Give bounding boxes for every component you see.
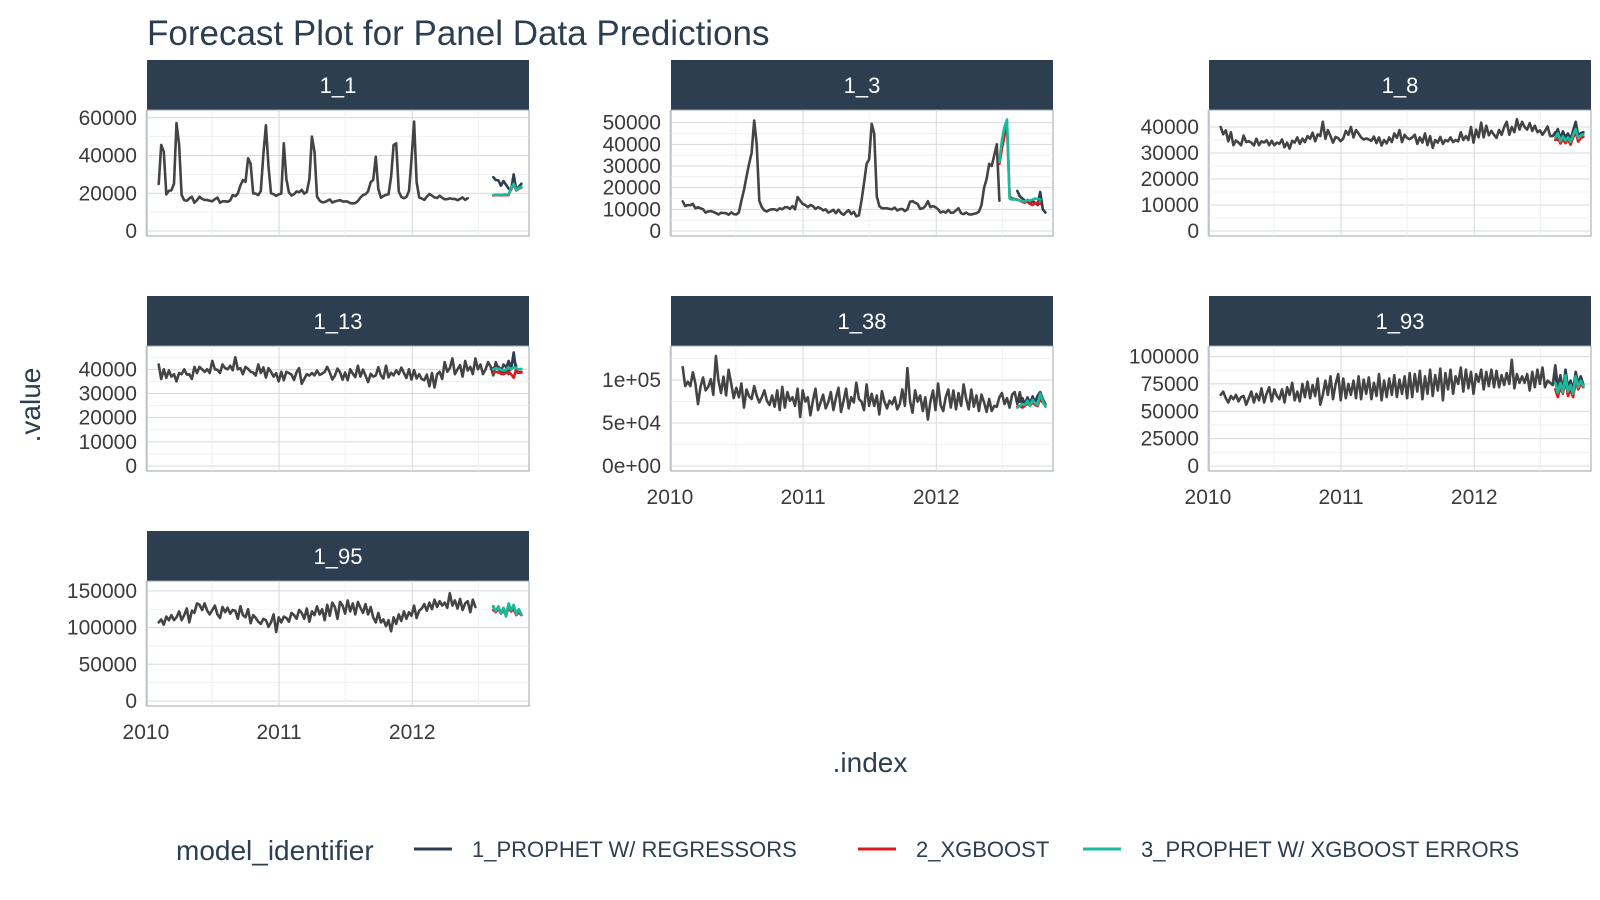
y-tick-label: 1e+05 [602,369,661,392]
plot-area [670,345,1054,472]
x-tick-label: 2012 [389,721,436,744]
x-tick-label: 2011 [780,486,825,509]
plot-area [670,109,1054,237]
y-tick-label: 0 [649,220,661,243]
legend-label-1-prophet-w-regressors: 1_PROPHET W/ REGRESSORS [472,837,797,862]
facet-strip-label: 1_3 [844,73,881,98]
facet-strip-label: 1_1 [320,73,357,98]
y-tick-label: 0e+00 [602,455,661,478]
legend-title: model_identifier [176,835,374,866]
forecast-line-3-prophet-w-xgboost-errors [998,118,1042,203]
y-tick-label: 20000 [603,177,661,200]
facet-panel-1-95: 1_95 0 50000 100000 150000 2010 2011 2012 [67,531,530,744]
y-tick-label: 100000 [1129,346,1199,369]
actual-series-line [1219,358,1565,406]
forecast-line-1-prophet-w-regressors [1016,189,1047,214]
y-tick-label: 100000 [67,617,137,640]
y-tick-label: 0 [1187,220,1199,243]
y-tick-label: 5e+04 [602,412,661,435]
plot-area [146,345,530,472]
facet-strip-label: 1_95 [314,544,363,569]
facet-panel-1-93: 1_93 0 25000 50000 75000 100000 2010 2011 2012 [1129,296,1592,509]
forecast-line-3-prophet-w-xgboost-errors [1016,392,1047,409]
x-tick-label: 2010 [1185,486,1232,509]
actual-series-line [681,119,1001,218]
facet-panel-1-1: 1_1 0 20000 40000 60000 [79,60,530,243]
y-tick-label: 30000 [603,155,661,178]
legend-label-2-xgboost: 2_XGBOOST [916,837,1049,862]
actual-series-line [1219,117,1560,150]
legend: model_identifier 1_PROPHET W/ REGRESSORS… [176,835,1519,866]
y-tick-label: 150000 [67,580,137,603]
actual-series-line [681,354,1024,421]
facet-strip [1209,296,1591,346]
y-tick-label: 30000 [79,383,137,406]
forecast-line-3-prophet-w-xgboost-errors [492,602,523,618]
x-tick-label: 2012 [1451,486,1498,509]
x-tick-label: 2011 [1318,486,1363,509]
y-tick-label: 40000 [1141,116,1199,139]
forecast-line-3-prophet-w-xgboost-errors [1554,373,1585,396]
y-tick-label: 50000 [603,112,661,135]
x-tick-label: 2012 [913,486,960,509]
facet-strip [147,60,529,110]
y-tick-label: 40000 [603,133,661,156]
y-tick-label: 0 [125,690,137,713]
y-tick-label: 25000 [1141,428,1199,451]
forecast-line-3-prophet-w-xgboost-errors [1554,127,1585,144]
y-tick-label: 0 [1187,455,1199,478]
y-tick-label: 20000 [79,182,137,205]
facet-strip [147,531,529,581]
actual-series-line [157,356,518,389]
y-axis-title: .value [15,368,46,443]
forecast-line-3-prophet-w-xgboost-errors [492,182,523,197]
y-tick-label: 10000 [79,431,137,454]
facet-strip-label: 1_93 [1376,309,1425,334]
y-tick-label: 50000 [1141,400,1199,423]
y-tick-label: 40000 [79,145,137,168]
x-axis-title: .index [833,747,908,778]
y-tick-label: 20000 [1141,168,1199,191]
facet-strip [671,60,1053,110]
plot-area [1208,345,1592,472]
facet-strip-label: 1_13 [314,309,363,334]
y-tick-label: 0 [125,220,137,243]
x-tick-label: 2010 [123,721,170,744]
plot-area [146,109,530,237]
y-tick-label: 50000 [79,653,137,676]
y-tick-label: 60000 [79,107,137,130]
x-tick-label: 2010 [647,486,694,509]
y-tick-label: 0 [125,455,137,478]
facet-strip [671,296,1053,346]
x-tick-label: 2011 [256,721,301,744]
actual-series-line [157,120,469,205]
actual-series-line [157,591,477,634]
y-tick-label: 10000 [603,198,661,221]
y-tick-label: 10000 [1141,194,1199,217]
forecast-line-3-prophet-w-xgboost-errors [492,365,523,372]
y-tick-label: 30000 [1141,142,1199,165]
y-tick-label: 40000 [79,358,137,381]
facet-strip-label: 1_38 [838,309,887,334]
facet-strip-label: 1_8 [1382,73,1419,98]
forecast-line-2-xgboost [492,368,523,380]
chart-title: Forecast Plot for Panel Data Predictions [147,14,770,53]
facet-strip [147,296,529,346]
facet-strip [1209,60,1591,110]
facet-panel-1-8: 1_8 0 10000 20000 30000 40000 [1141,60,1592,243]
facet-panels: 1_102000040000600001_3010000200003000040… [67,60,1592,744]
facet-panel-1-38: 1_38 0e+00 5e+04 1e+05 2010 2011 2012 [602,296,1054,509]
y-tick-label: 75000 [1141,373,1199,396]
legend-label-3-prophet-w-xgboost-errors: 3_PROPHET W/ XGBOOST ERRORS [1141,837,1519,862]
y-tick-label: 20000 [79,407,137,430]
